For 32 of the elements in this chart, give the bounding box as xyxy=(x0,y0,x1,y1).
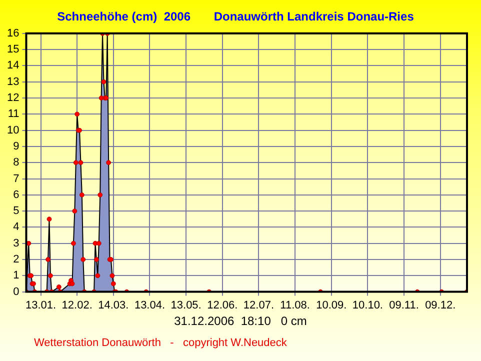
x-tick-label: 13.01. xyxy=(25,299,56,312)
y-tick-label: 9 xyxy=(13,140,20,152)
chart-title: Schneehöhe (cm) 2006 Donauwörth Landkreis Donau-Ries xyxy=(57,10,414,24)
y-tick-label: 10 xyxy=(6,124,20,136)
x-tick-label: 14.03. xyxy=(98,299,129,312)
y-tick-label: 1 xyxy=(13,270,20,282)
x-tick-label: 10.09. xyxy=(316,299,347,312)
y-tick-label: 14 xyxy=(6,60,20,72)
y-tick-label: 7 xyxy=(13,172,20,185)
y-tick-label: 8 xyxy=(13,156,20,169)
y-tick-label: 5 xyxy=(13,205,20,218)
y-tick-label: 4 xyxy=(13,221,20,234)
y-tick-label: 2 xyxy=(13,254,20,266)
y-tick-label: 13 xyxy=(6,76,20,88)
x-tick-label: 10.10. xyxy=(352,299,384,312)
text: 31.12.2006 18:10 0 cm xyxy=(173,314,308,328)
y-tick-label: 3 xyxy=(13,237,20,250)
x-tick-label: 09.11. xyxy=(389,299,419,312)
y-tick-label: 0 xyxy=(13,286,20,298)
y-tick-label: 15 xyxy=(6,44,20,56)
y-tick-label: 11 xyxy=(8,108,20,120)
x-tick-label: 11.08. xyxy=(280,299,310,312)
x-tick-label: 12.06. xyxy=(207,299,238,312)
text: Wetterstation Donauwörth - copyright W.Neudeck xyxy=(34,337,287,349)
x-tick-label: 09.12. xyxy=(425,299,456,312)
y-tick-label: 16 xyxy=(6,27,20,40)
x-tick-label: 13.04. xyxy=(134,299,166,312)
y-tick-label: 6 xyxy=(13,188,20,201)
y-tick-label: 12 xyxy=(6,92,20,104)
x-tick-label: 12.02. xyxy=(62,299,92,312)
x-tick-label: 13.05. xyxy=(170,299,202,312)
x-tick-label: 12.07. xyxy=(243,299,274,312)
